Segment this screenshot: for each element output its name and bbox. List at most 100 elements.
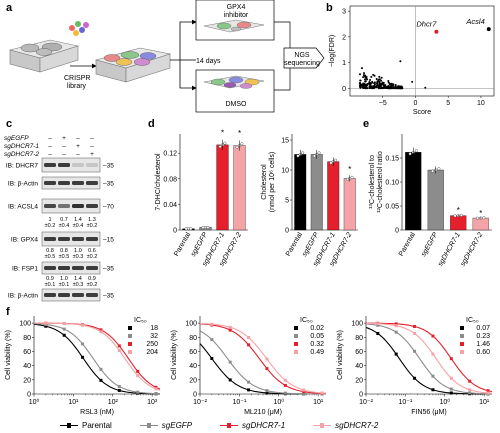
blot-label: IB: DHCR7 (6, 163, 39, 170)
dose-curve-2 (366, 322, 493, 393)
legend-swatch (139, 422, 158, 428)
gene-point (373, 81, 376, 84)
quant-sd: ±0.2 (87, 254, 98, 260)
scatter-points (358, 60, 427, 90)
gene-point (376, 80, 379, 83)
highlight-label-1: Acsl4 (465, 17, 484, 26)
panel-label-c: c (6, 118, 13, 130)
blot-band (86, 293, 98, 297)
ic50-value: 0.05 (310, 333, 324, 340)
ic50-swatch (294, 326, 298, 330)
blot-band (72, 293, 84, 297)
lane-mark: – (62, 143, 66, 150)
blot-band (58, 163, 70, 167)
gene-point (373, 86, 376, 89)
quant-value: 1.0 (74, 248, 82, 254)
quant-sd: ±0.5 (59, 254, 70, 260)
blot-band (44, 293, 56, 297)
quant-sd: ±0.2 (87, 282, 98, 288)
x-tick-label: 10² (108, 399, 119, 406)
ic50-value: 204 (146, 349, 158, 356)
y-tick-label: 5 (285, 198, 289, 205)
data-point (413, 324, 417, 328)
gpx4-inhibitor-label-2: inhibitor (224, 12, 249, 19)
quant-value: 0.7 (60, 217, 68, 223)
gene-point (400, 86, 403, 89)
ic50-value: 0.32 (310, 341, 324, 348)
blot-box (41, 198, 101, 214)
legend: Parental sgEGFP sgDHCR7-1 sgDHCR7-2 (60, 419, 500, 432)
gene-point (372, 73, 375, 76)
cell-dish-transduced (94, 47, 172, 83)
blot-band (86, 181, 98, 185)
ic50-title: IC₅₀ (300, 317, 313, 324)
y-tick-label: 0.10 (385, 180, 399, 187)
blot-box (41, 261, 101, 275)
y-tick-label: 0.12 (163, 151, 177, 158)
gene-point (382, 85, 385, 88)
gpx4-inhibitor-box: GPX4 inhibitor (195, 0, 275, 41)
dose-curve-0 (199, 343, 326, 395)
dose-curve-3 (365, 322, 493, 394)
data-point (486, 391, 490, 395)
gene-point (381, 83, 384, 86)
data-point (449, 357, 453, 361)
dmso-label: DMSO (226, 101, 248, 108)
y-tick-label: 60 (23, 349, 31, 356)
gene-point (364, 76, 367, 79)
blot-label: IB: β-Actin (8, 181, 38, 188)
y-tick-label: 20 (23, 377, 31, 384)
gene-point (379, 87, 382, 90)
gene-point (375, 82, 378, 85)
data-point (265, 367, 269, 371)
replicate-dot (206, 225, 210, 229)
legend-label: sgDHCR7-1 (242, 421, 286, 430)
legend-label: sgDHCR7-2 (335, 421, 379, 430)
data-point (413, 349, 417, 353)
data-point (247, 388, 251, 392)
blot-box (41, 176, 101, 190)
quant-sd: ±0.1 (59, 282, 70, 288)
quant-sd: ±0.2 (87, 223, 98, 229)
legend-swatch (313, 422, 332, 428)
gene-point (398, 85, 401, 88)
x-tick-label: 10 (477, 100, 485, 107)
replicate-dot (476, 216, 480, 220)
ic50-value: 0.02 (310, 325, 324, 332)
replicate-dot (223, 141, 227, 145)
data-point (431, 352, 435, 356)
data-point (376, 322, 380, 326)
quant-value: 0.6 (88, 248, 96, 254)
gene-point (364, 80, 367, 83)
replicate-dot (453, 214, 457, 218)
gene-point (366, 78, 369, 81)
panel-d-cholesterol-bar-chart: 051015ParentalsgEGFPsgDHCR7-1*sgDHCR7-2C… (261, 134, 358, 268)
ic50-swatch (128, 350, 132, 354)
ic50-value: 32 (150, 333, 158, 340)
legend-marker (67, 422, 71, 428)
data-point (210, 322, 214, 326)
y-tick-label: 0.15 (385, 156, 399, 163)
y-tick-label: 60 (355, 349, 363, 356)
kda-marker: –35 (103, 181, 114, 188)
ic50-swatch (460, 326, 464, 330)
x-tick-label: 5 (446, 100, 450, 107)
data-point (210, 338, 214, 342)
lane-mark: + (62, 135, 66, 142)
data-point (486, 389, 490, 393)
lane-mark: – (48, 151, 52, 158)
gene-point (361, 86, 364, 89)
ic50-swatch (460, 334, 464, 338)
duration-label: 14 days (196, 58, 221, 65)
replicate-dot (437, 167, 441, 171)
data-point (283, 378, 287, 382)
data-point (228, 360, 232, 364)
y-axis-label-2: (nmol per 10⁶ cells) (269, 152, 276, 212)
ic50-value: 0.23 (476, 333, 490, 340)
replicate-dot (240, 142, 244, 146)
gene-point (363, 78, 366, 81)
y-tick-label: 40 (23, 363, 31, 370)
blot-band (72, 163, 84, 167)
bar-sgDHCR7-1 (216, 144, 229, 231)
lane-mark: – (62, 151, 66, 158)
